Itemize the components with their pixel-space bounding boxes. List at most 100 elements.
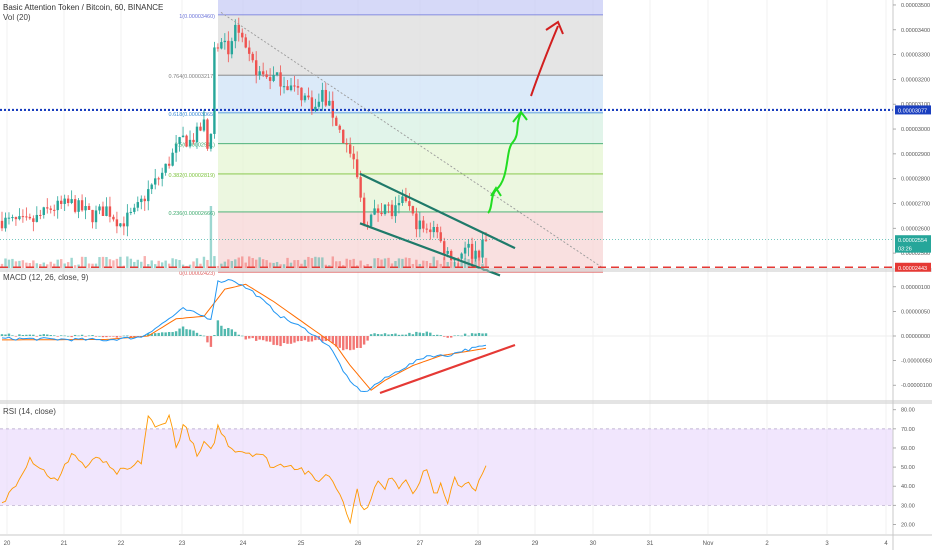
- macd-histogram-bar: [275, 336, 279, 346]
- candle-body: [251, 53, 254, 61]
- candle-body: [94, 210, 98, 223]
- candle-body: [105, 206, 108, 216]
- macd-histogram-bar: [77, 335, 80, 337]
- volume-bar: [335, 261, 338, 268]
- volume-bar: [160, 262, 164, 268]
- volume-bar: [275, 262, 279, 268]
- volume-bar: [174, 259, 178, 268]
- volume-bar: [296, 260, 300, 268]
- macd-histogram-bar: [192, 330, 195, 336]
- volume-bar: [140, 261, 143, 268]
- candle-body: [199, 126, 202, 131]
- volume-bar: [366, 263, 369, 268]
- fib-label-3: 0.5(0.00002941): [175, 143, 216, 149]
- fib-zone-4: [218, 173, 603, 212]
- volume-indicator-label[interactable]: Vol (20): [3, 13, 31, 22]
- x-axis-label: 27: [417, 541, 424, 547]
- macd-histogram-bar: [449, 336, 453, 338]
- price-badge-label: 0.00003077: [898, 108, 927, 114]
- candle-body: [355, 159, 359, 178]
- macd-histogram-bar: [91, 335, 94, 336]
- macd-histogram-bar: [282, 336, 286, 344]
- x-axis-label: Nov: [703, 541, 714, 547]
- macd-histogram-bar: [174, 331, 178, 336]
- volume-bar: [25, 262, 28, 268]
- volume-bar: [307, 256, 310, 268]
- candle-body: [0, 220, 4, 229]
- candle-body: [321, 89, 324, 102]
- volume-bar: [349, 259, 352, 268]
- candle-body: [484, 239, 488, 241]
- macd-histogram-bar: [202, 335, 206, 337]
- volume-bar: [380, 259, 383, 268]
- candle-body: [234, 24, 237, 42]
- price-badge-label: 03:26: [898, 247, 912, 253]
- volume-bar: [11, 258, 14, 268]
- volume-bar: [300, 263, 303, 268]
- candle-body: [46, 207, 49, 209]
- volume-bar: [171, 258, 174, 268]
- volume-bar: [101, 256, 105, 268]
- candle-body: [272, 75, 275, 81]
- x-axis-label: 4: [884, 541, 888, 547]
- volume-bar: [87, 263, 91, 268]
- price-badge: [895, 235, 931, 245]
- macd-histogram-bar: [35, 336, 39, 337]
- candle-body: [383, 204, 387, 215]
- projection-red-arrowhead: [545, 20, 564, 35]
- rsi-indicator-label[interactable]: RSI (14, close): [3, 407, 56, 416]
- candle-body: [220, 42, 223, 49]
- symbol-title[interactable]: Basic Attention Token / Bitcoin, 60, BIN…: [3, 3, 164, 12]
- volume-bar: [345, 258, 348, 268]
- macd-indicator-label[interactable]: MACD (12, 26, close, 9): [3, 273, 89, 282]
- volume-bar: [98, 257, 101, 268]
- volume-bar: [63, 263, 66, 268]
- rsi-axis-label: 80.00: [901, 408, 915, 414]
- fib-label-0: 1(0.00003460): [179, 14, 215, 20]
- macd-histogram-bar: [418, 332, 422, 336]
- macd-histogram-bar: [21, 334, 25, 336]
- x-axis-label: 31: [647, 541, 654, 547]
- volume-bar: [408, 258, 411, 268]
- macd-histogram-bar: [66, 335, 70, 337]
- macd-histogram-bar: [258, 336, 261, 340]
- macd-histogram-bar: [352, 336, 355, 350]
- candle-body: [119, 223, 122, 227]
- candle-body: [157, 178, 160, 180]
- candle-body: [195, 126, 199, 143]
- macd-histogram-bar: [314, 336, 317, 341]
- macd-histogram-bar: [167, 332, 171, 336]
- macd-histogram-bar: [195, 332, 199, 336]
- candle-body: [425, 228, 429, 230]
- candle-body: [359, 177, 362, 198]
- fib-zone-1: [218, 75, 603, 113]
- macd-histogram-bar: [481, 333, 484, 336]
- volume-bar: [39, 264, 42, 268]
- candle-body: [380, 212, 383, 215]
- volume-bar: [73, 265, 77, 268]
- candle-body: [115, 219, 119, 227]
- candle-body: [432, 226, 435, 233]
- candle-body: [477, 250, 481, 258]
- volume-bar: [352, 258, 355, 268]
- volume-bar: [373, 258, 376, 268]
- macd-histogram-bar: [188, 329, 192, 336]
- fib-zone-0: [218, 14, 603, 76]
- macd-histogram-bar: [70, 336, 73, 338]
- macd-histogram-bar: [112, 336, 115, 337]
- volume-bar: [105, 256, 108, 268]
- macd-histogram-bar: [147, 333, 150, 336]
- rsi-axis-label: 70.00: [901, 427, 915, 433]
- macd-histogram-bar: [411, 334, 415, 336]
- macd-axis-label: -0.00000050: [901, 359, 932, 365]
- price-axis-label: 0.00002500: [901, 251, 930, 257]
- volume-bar: [460, 261, 463, 268]
- price-axis-label: 0.00002700: [901, 201, 930, 207]
- macd-histogram-bar: [463, 333, 467, 336]
- candle-body: [463, 247, 467, 254]
- x-axis-label: 30: [590, 541, 597, 547]
- volume-bar: [80, 256, 84, 268]
- macd-histogram-bar: [209, 336, 213, 347]
- x-axis-label: 2: [765, 541, 769, 547]
